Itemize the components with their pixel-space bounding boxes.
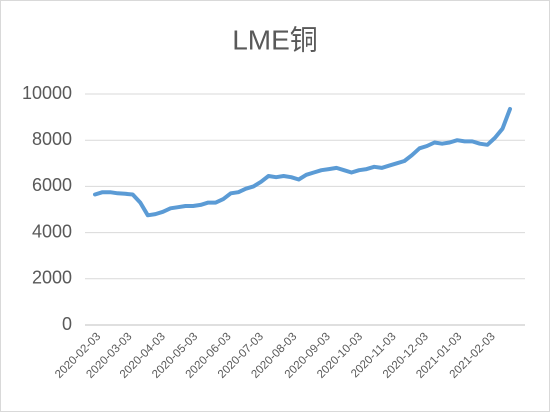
y-tick-label: 6000 [32, 175, 72, 195]
y-tick-label: 0 [62, 314, 72, 334]
y-tick-label: 2000 [32, 268, 72, 288]
y-tick-label: 10000 [22, 83, 72, 103]
chart-title: LME铜 [232, 24, 318, 55]
line-series [93, 107, 512, 218]
y-tick-label: 4000 [32, 221, 72, 241]
y-tick-label: 8000 [32, 129, 72, 149]
